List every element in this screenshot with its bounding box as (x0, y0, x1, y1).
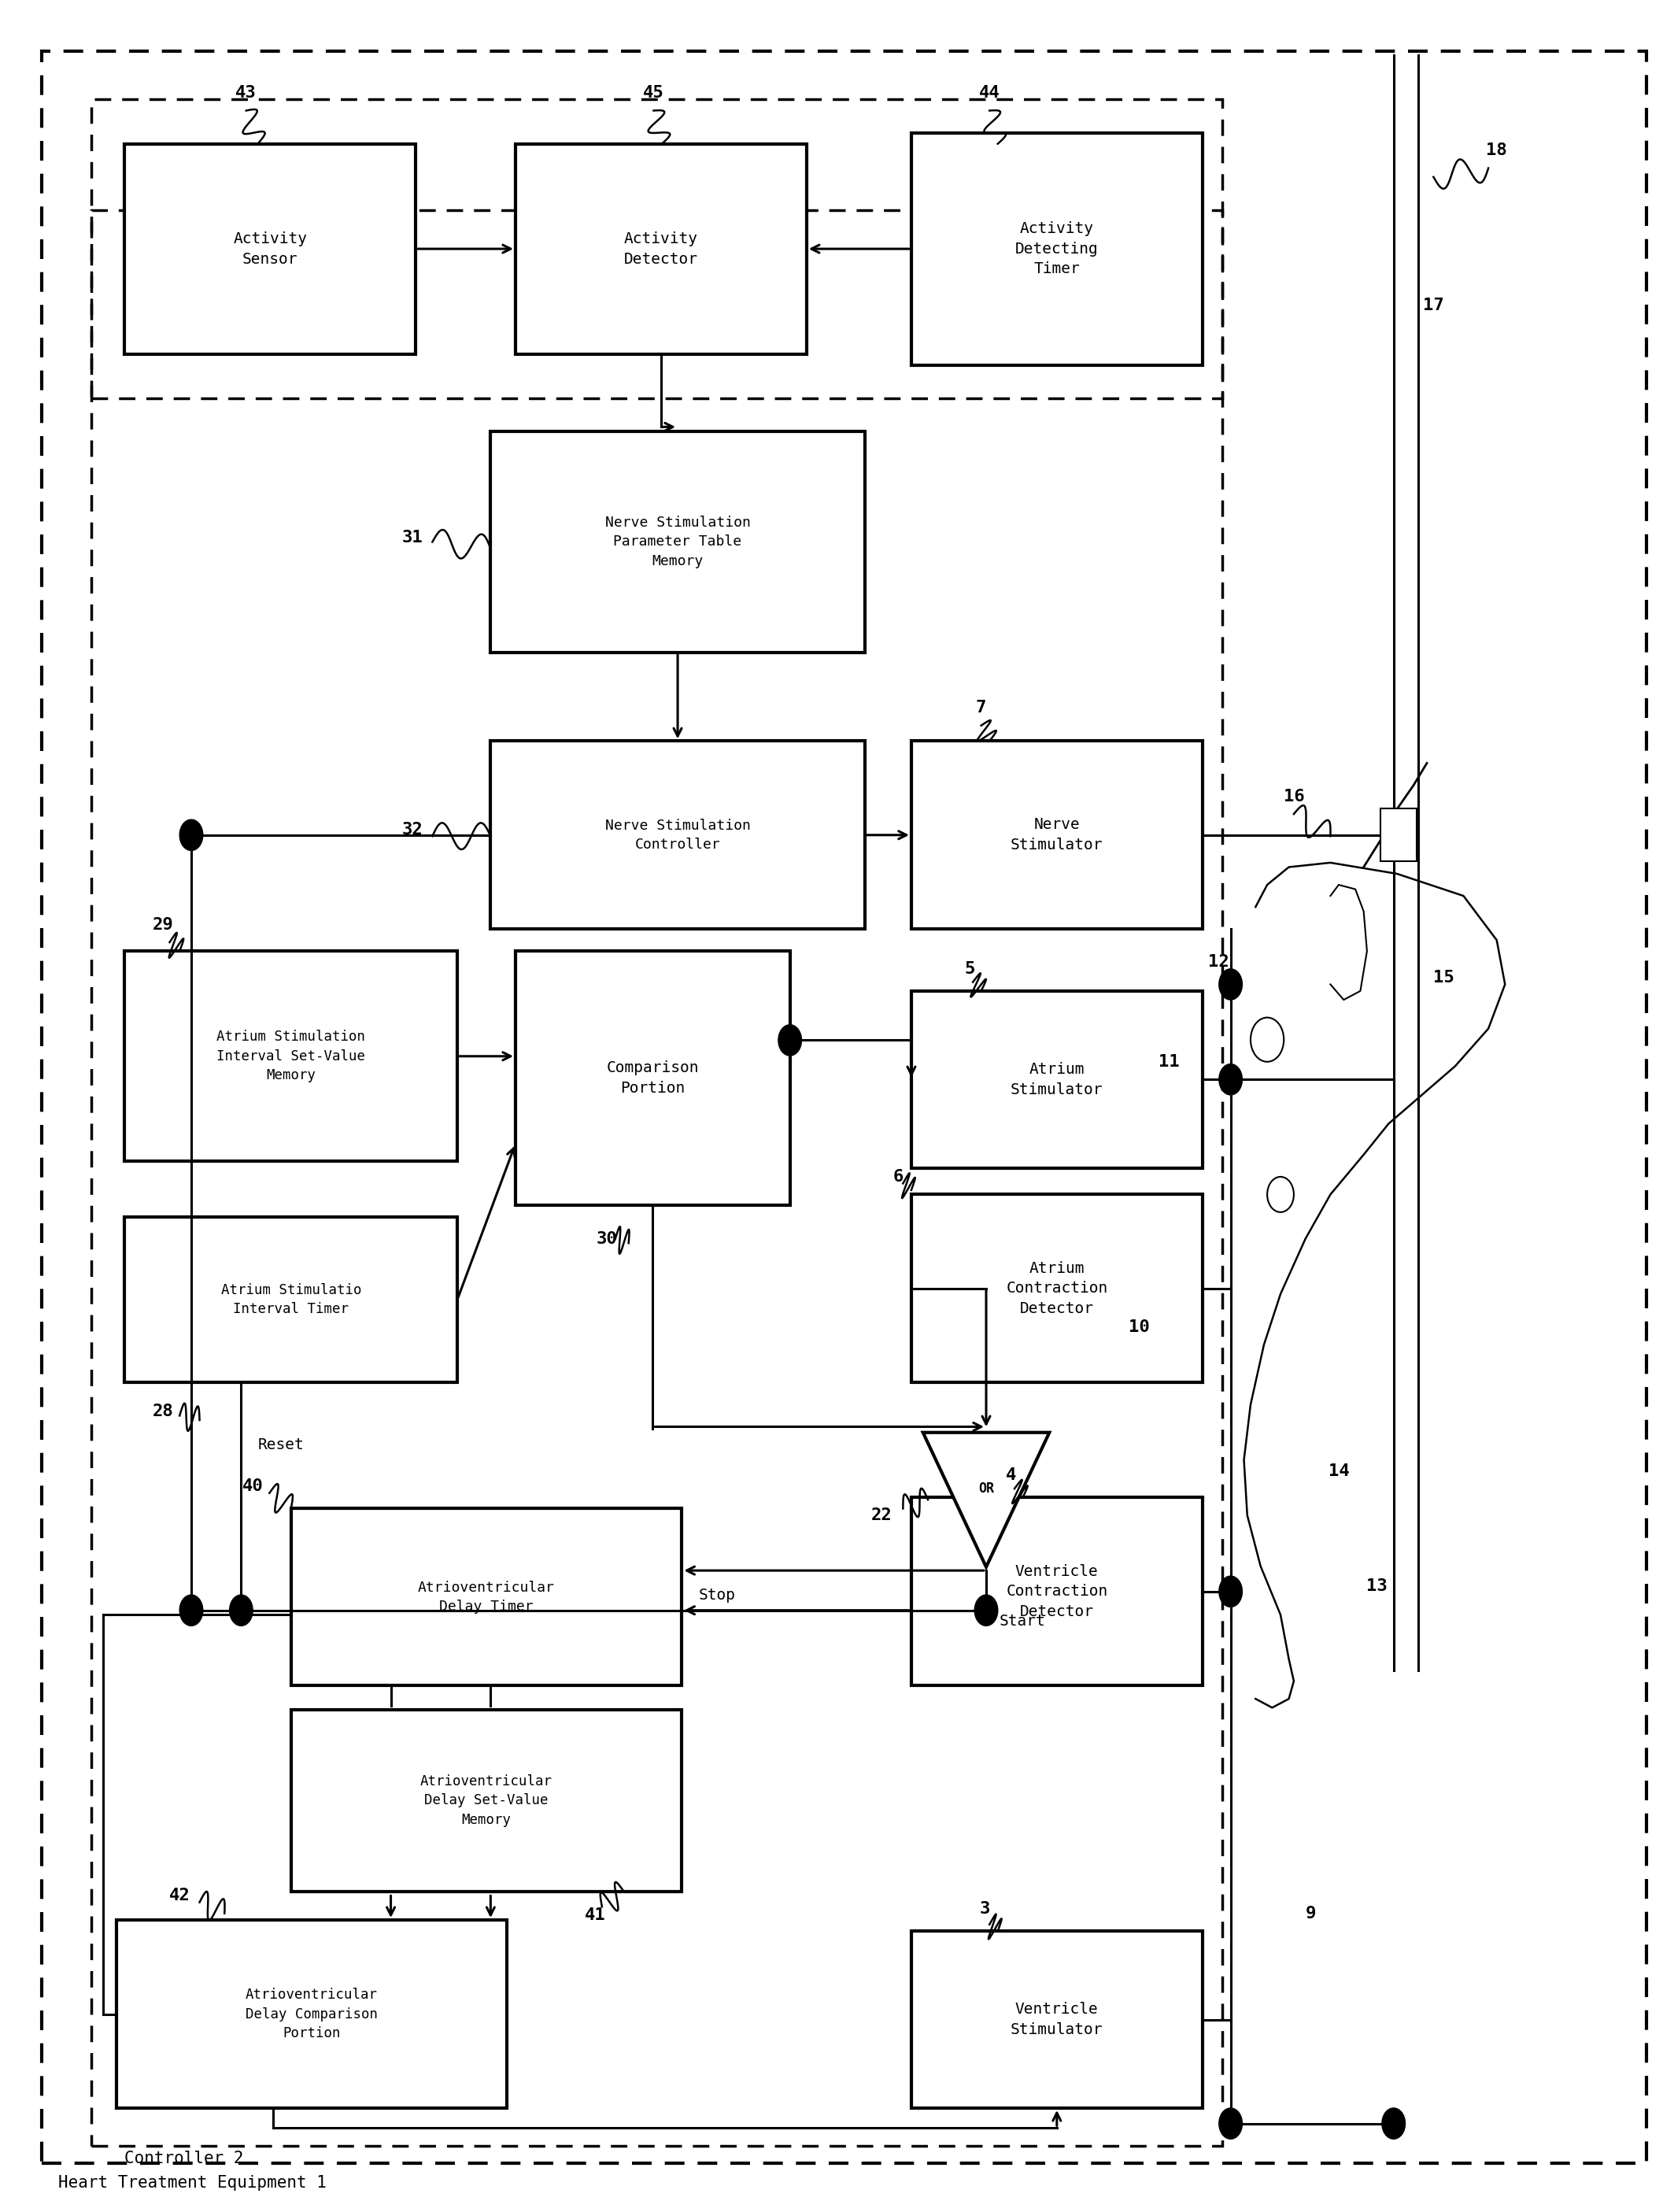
Text: OR: OR (978, 1482, 994, 1495)
Circle shape (1219, 2108, 1242, 2139)
Text: Atrioventricular
Delay Comparison
Portion: Atrioventricular Delay Comparison Portio… (246, 1989, 378, 2039)
Text: 13: 13 (1367, 1577, 1387, 1595)
Text: Atrium
Stimulator: Atrium Stimulator (1011, 1062, 1103, 1097)
Bar (1380, 810, 1417, 863)
Text: 16: 16 (1284, 787, 1304, 805)
Text: Stop: Stop (698, 1588, 735, 1601)
Text: Nerve Stimulation
Parameter Table
Memory: Nerve Stimulation Parameter Table Memory (605, 515, 750, 568)
Circle shape (1219, 1577, 1242, 1606)
Bar (125, 951, 457, 1161)
Bar (911, 991, 1202, 1168)
Text: 6: 6 (893, 1168, 903, 1186)
Text: Atrium Stimulatio
Interval Timer: Atrium Stimulatio Interval Timer (221, 1283, 361, 1316)
Text: 32: 32 (402, 821, 422, 838)
Circle shape (180, 821, 203, 852)
Text: Atrioventricular
Delay Timer: Atrioventricular Delay Timer (417, 1579, 555, 1615)
Text: 41: 41 (585, 1907, 605, 1924)
Polygon shape (923, 1433, 1049, 1566)
Text: 11: 11 (1159, 1053, 1179, 1071)
Circle shape (1219, 969, 1242, 1000)
Text: 3: 3 (980, 1900, 989, 1918)
Bar (125, 1217, 457, 1382)
Bar (911, 133, 1202, 365)
Bar (91, 210, 1222, 2146)
Circle shape (1382, 2108, 1405, 2139)
Bar (911, 1194, 1202, 1382)
Text: Start: Start (999, 1615, 1046, 1628)
Text: 45: 45 (644, 84, 664, 102)
Text: Ventricle
Contraction
Detector: Ventricle Contraction Detector (1006, 1564, 1108, 1619)
Text: Activity
Sensor: Activity Sensor (233, 232, 308, 265)
Text: 9: 9 (1305, 1905, 1315, 1922)
Text: 10: 10 (1129, 1318, 1149, 1336)
Bar (911, 741, 1202, 929)
Bar (291, 1509, 682, 1686)
Bar (91, 100, 1222, 398)
Bar (911, 1498, 1202, 1686)
Bar (516, 951, 790, 1206)
Circle shape (778, 1024, 802, 1055)
Text: 7: 7 (976, 699, 986, 717)
Text: 29: 29 (153, 916, 173, 933)
Text: 40: 40 (243, 1478, 263, 1495)
Text: 18: 18 (1487, 142, 1507, 159)
Text: Atrium Stimulation
Interval Set-Value
Memory: Atrium Stimulation Interval Set-Value Me… (216, 1031, 366, 1082)
Text: 17: 17 (1424, 296, 1443, 314)
Text: 31: 31 (402, 529, 422, 546)
Bar (116, 1920, 507, 2108)
Text: Nerve Stimulation
Controller: Nerve Stimulation Controller (605, 818, 750, 852)
Circle shape (975, 1595, 998, 1626)
Text: Controller 2: Controller 2 (125, 2150, 244, 2166)
Text: Ventricle
Stimulator: Ventricle Stimulator (1011, 2002, 1103, 2037)
Text: 5: 5 (965, 960, 975, 978)
Text: 12: 12 (1209, 953, 1229, 971)
Text: Activity
Detector: Activity Detector (624, 232, 698, 265)
Bar (911, 1931, 1202, 2108)
Circle shape (1219, 1064, 1242, 1095)
Text: 44: 44 (980, 84, 999, 102)
Text: Atrium
Contraction
Detector: Atrium Contraction Detector (1006, 1261, 1108, 1316)
Bar (491, 741, 865, 929)
Bar (125, 144, 416, 354)
Text: 14: 14 (1329, 1462, 1349, 1480)
Text: 43: 43 (236, 84, 256, 102)
Bar (516, 144, 807, 354)
Text: Comparison
Portion: Comparison Portion (607, 1062, 698, 1095)
Text: Reset: Reset (258, 1438, 304, 1451)
Text: Activity
Detecting
Timer: Activity Detecting Timer (1014, 221, 1099, 276)
Text: 42: 42 (170, 1887, 190, 1905)
Bar (491, 431, 865, 653)
Text: 28: 28 (153, 1402, 173, 1420)
Text: 30: 30 (597, 1230, 617, 1248)
Text: 4: 4 (1006, 1467, 1016, 1484)
Bar (291, 1710, 682, 1891)
Text: 22: 22 (871, 1506, 891, 1524)
Text: Nerve
Stimulator: Nerve Stimulator (1011, 818, 1103, 852)
Text: 15: 15 (1434, 969, 1453, 987)
Text: Atrioventricular
Delay Set-Value
Memory: Atrioventricular Delay Set-Value Memory (421, 1774, 552, 1827)
Text: Heart Treatment Equipment 1: Heart Treatment Equipment 1 (58, 2174, 326, 2190)
Circle shape (229, 1595, 253, 1626)
Circle shape (180, 1595, 203, 1626)
